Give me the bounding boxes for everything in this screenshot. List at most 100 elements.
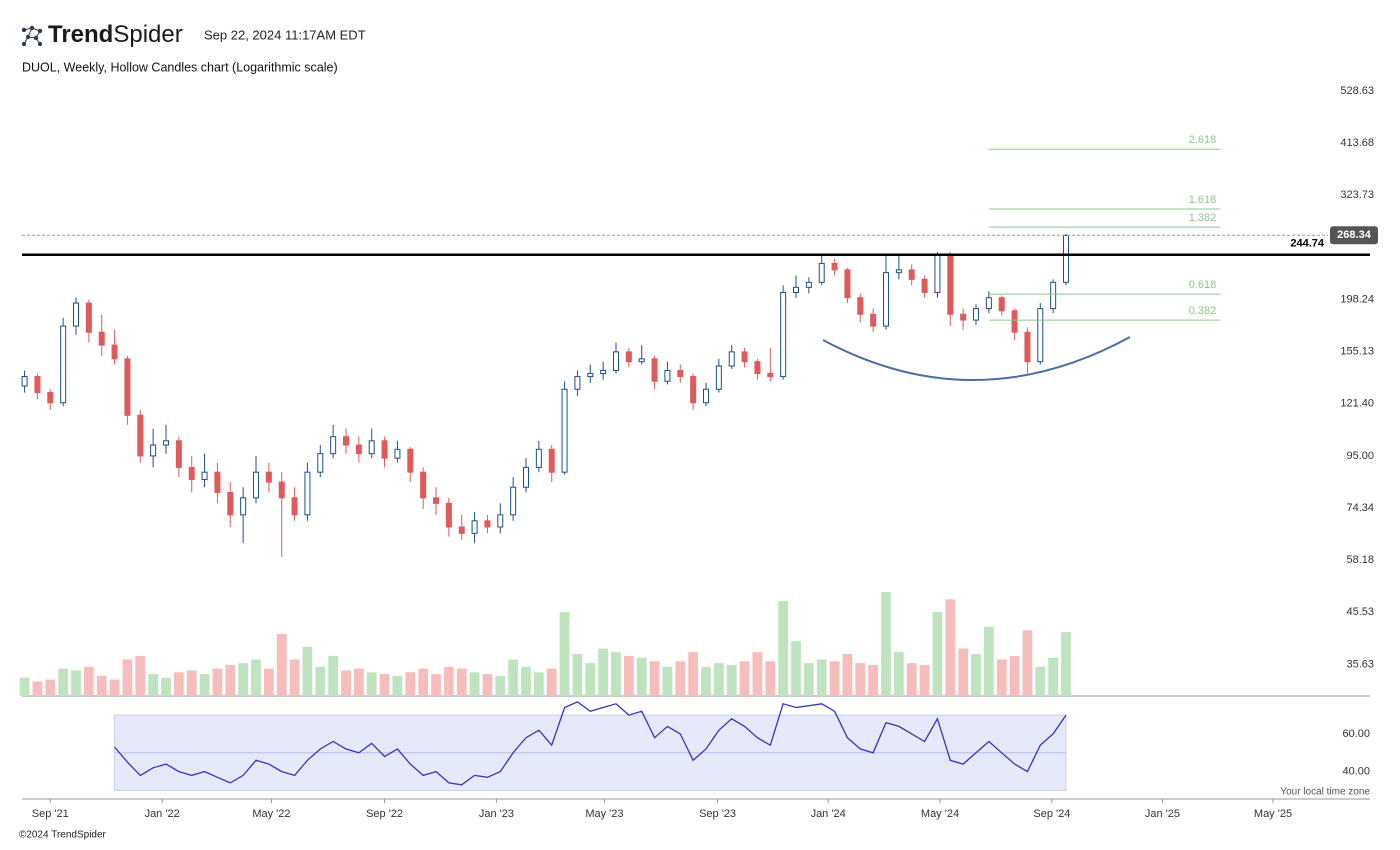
volume-bar xyxy=(971,654,981,696)
x-tick-label: Jan '25 xyxy=(1145,808,1180,820)
volume-bar xyxy=(585,663,596,696)
volume-bar xyxy=(623,655,634,696)
x-tick-label: Sep '24 xyxy=(1033,808,1070,820)
brand: TrendSpider xyxy=(48,21,183,48)
candle-body xyxy=(561,388,568,473)
candle-body xyxy=(60,325,67,404)
x-tick-label: May '22 xyxy=(252,808,290,820)
volume-bar xyxy=(508,659,519,696)
rsi-tick-label: 40.00 xyxy=(1342,766,1370,778)
candle-body xyxy=(291,497,298,516)
candle-body xyxy=(548,448,555,473)
rsi-line xyxy=(114,701,1067,786)
candle-body xyxy=(47,392,54,404)
fib-label: 1.618 xyxy=(1189,194,1217,206)
candle-body xyxy=(188,466,195,481)
candle-body xyxy=(587,372,594,378)
y-tick-label: 45.53 xyxy=(1346,606,1374,618)
candle-body xyxy=(458,526,465,534)
volume-bar xyxy=(842,654,853,696)
volume-bar xyxy=(418,668,429,696)
volume-bar xyxy=(765,661,776,696)
candle-body xyxy=(805,281,812,288)
volume-bar xyxy=(713,663,724,696)
candle-body xyxy=(638,358,645,363)
candle-body xyxy=(34,376,41,394)
candle-body xyxy=(741,351,748,363)
volume-bar xyxy=(701,666,711,696)
candle-body xyxy=(278,481,285,499)
candle-body xyxy=(253,471,259,499)
candle-body xyxy=(690,376,697,404)
candle-body xyxy=(175,440,182,468)
volume-bar xyxy=(688,652,699,696)
candle-body xyxy=(1011,310,1018,333)
candle-body xyxy=(304,471,311,516)
candle-body xyxy=(793,286,799,293)
volume-bar xyxy=(546,668,557,696)
candle-body xyxy=(21,376,28,387)
candle-body xyxy=(574,376,581,390)
candle-body xyxy=(227,491,234,516)
candle-body xyxy=(844,269,851,299)
volume-bar xyxy=(379,674,390,696)
x-tick-label: Jan '24 xyxy=(811,808,846,820)
candle-body xyxy=(85,302,92,333)
volume-bar xyxy=(1061,632,1071,696)
volume-bar xyxy=(739,661,750,696)
volume-bar xyxy=(469,672,480,696)
volume-bar xyxy=(83,666,94,696)
x-tick-label: May '25 xyxy=(1254,808,1292,820)
volume-bar xyxy=(431,674,441,696)
volume-bar xyxy=(71,670,81,696)
timestamp: Sep 22, 2024 11:17AM EDT xyxy=(204,27,366,42)
candle-body xyxy=(214,471,221,493)
volume-bar xyxy=(996,659,1007,696)
brand-bold: Trend xyxy=(48,21,113,48)
volume-bar xyxy=(302,646,313,696)
candle-body xyxy=(754,361,761,374)
volume-bar xyxy=(161,677,171,696)
y-tick-label: 198.24 xyxy=(1340,293,1374,305)
volume-bar xyxy=(803,663,814,696)
volume-bar xyxy=(829,661,840,696)
volume-bar xyxy=(366,672,377,696)
candle-body xyxy=(343,436,349,446)
candle-body xyxy=(510,486,517,516)
volume-bar xyxy=(1022,630,1033,696)
volume-bar xyxy=(726,664,737,696)
candle-body xyxy=(870,313,877,327)
volume-bar xyxy=(533,672,544,696)
candle-body xyxy=(1037,308,1044,363)
candle-body xyxy=(895,269,902,274)
candle-body xyxy=(497,514,504,528)
x-tick-label: Sep '21 xyxy=(32,808,69,820)
x-tick-label: Jan '22 xyxy=(145,808,180,820)
candle-body xyxy=(728,351,735,367)
volume-bar xyxy=(958,648,969,696)
volume-bar xyxy=(135,655,146,696)
volume-bar xyxy=(881,592,891,696)
candle-body xyxy=(330,436,337,455)
candle-body xyxy=(613,351,619,371)
volume-bar xyxy=(315,666,326,696)
volume-bar xyxy=(675,661,686,696)
volume-bar xyxy=(148,674,159,696)
y-tick-label: 155.13 xyxy=(1340,346,1374,358)
volume-bar xyxy=(816,659,827,696)
x-tick-label: May '24 xyxy=(921,808,959,820)
x-tick-label: Jan '23 xyxy=(479,808,514,820)
volume-bar xyxy=(238,663,249,696)
candle-body xyxy=(407,448,414,473)
candle-body xyxy=(420,471,427,499)
candle-body xyxy=(1050,281,1057,310)
candle-body xyxy=(535,448,542,468)
volume-bar xyxy=(251,659,261,696)
cup-annotation xyxy=(822,336,1131,381)
candle-body xyxy=(883,272,889,327)
candle-body xyxy=(1063,234,1069,283)
candle-body xyxy=(651,358,658,382)
volume-bar xyxy=(932,612,943,696)
candle-body xyxy=(947,254,954,315)
